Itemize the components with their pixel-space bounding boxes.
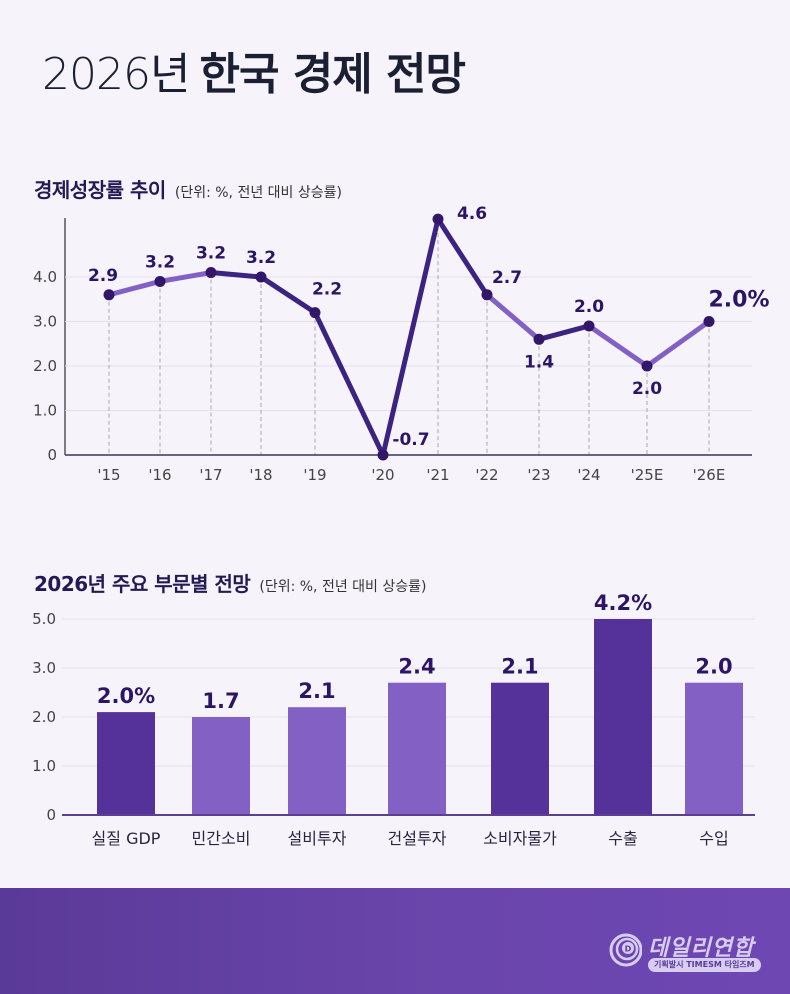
page-title-year: 2026년 [42, 49, 190, 100]
y-tick-label: 3.0 [32, 659, 56, 677]
x-tick-label: '17 [199, 466, 222, 484]
bar [97, 712, 155, 815]
point-label: 2.2 [312, 280, 342, 300]
line-segment [536, 323, 592, 342]
point-label: 2.0 [574, 297, 604, 317]
line-segment [586, 323, 650, 369]
bar [388, 682, 446, 815]
x-tick-label: '21 [426, 466, 449, 484]
bar [491, 682, 549, 815]
growth-chart-title: 경제성장률 추이 [34, 178, 166, 202]
y-tick-label: 1.0 [33, 402, 57, 420]
data-point [103, 289, 115, 301]
x-tick-label: '20 [371, 466, 394, 484]
y-tick-label: 2.0 [33, 357, 57, 375]
y-tick-label: 3.0 [33, 313, 57, 331]
data-point [432, 213, 444, 225]
x-tick-label: '24 [577, 466, 600, 484]
line-segment [435, 216, 490, 298]
category-label: 수출 [608, 829, 637, 848]
line-segment [258, 274, 318, 316]
y-tick-label: 0 [47, 446, 57, 464]
publisher-logo-icon: D [609, 933, 642, 967]
point-label: 2.9 [88, 266, 118, 286]
bar-value-label: 2.4 [398, 655, 435, 679]
x-tick-label: '16 [148, 466, 171, 484]
point-label: -0.7 [392, 430, 429, 450]
publisher-name: 데일리연합 [648, 936, 755, 961]
bar [594, 619, 652, 815]
bar [192, 717, 250, 815]
category-label: 민간소비 [192, 829, 251, 848]
bar-value-label: 2.0 [695, 655, 732, 679]
y-tick-label: 1.0 [32, 757, 56, 775]
sector-chart-unit: (단위: %, 전년 대비 상승률) [259, 579, 427, 595]
data-point [377, 449, 389, 461]
x-tick-label: '23 [527, 466, 550, 484]
bar-value-label: 1.7 [202, 689, 239, 713]
growth-chart-unit: (단위: %, 전년 대비 상승률) [174, 185, 342, 201]
data-point [583, 320, 595, 332]
growth-line-chart: 0 1.0 2.0 3.0 4.0 '15 '16 '17 '18 '19 '20 '21 '22 '23… [33, 204, 769, 484]
point-label: 1.4 [524, 352, 554, 372]
point-label: 3.2 [196, 244, 226, 264]
bar-value-label: 2.0% [97, 684, 155, 708]
x-tick-label: '19 [303, 466, 326, 484]
point-label: 2.0% [708, 288, 769, 313]
category-label: 실질 GDP [92, 829, 161, 848]
category-label: 수입 [699, 829, 728, 848]
publisher-logo: D 데일리연합 기획발시 TIMESM 타임즈M [606, 930, 766, 974]
bar-value-label: 4.2% [594, 591, 652, 615]
point-label: 2.0 [632, 379, 662, 399]
bar-value-label: 2.1 [501, 655, 538, 679]
y-tick-label: 2.0 [32, 708, 56, 726]
line-segment [208, 270, 264, 280]
line-segment [312, 310, 386, 458]
line-segment [484, 292, 542, 342]
point-label: 3.2 [246, 248, 276, 268]
x-tick-label: '18 [249, 466, 272, 484]
y-tick-label: 4.0 [33, 268, 57, 286]
sector-section-title: 2026년 주요 부문별 전망 (단위: %, 전년 대비 상승률) [34, 568, 426, 597]
point-label: 2.7 [492, 268, 522, 288]
publisher-subtitle: 기획발시 TIMESM 타임즈M [648, 958, 761, 972]
category-label: 소비자물가 [483, 829, 557, 848]
line-segment [380, 216, 441, 458]
sector-bar-chart: 0 1.0 2.0 3.0 5.0 2.0% 실질 GDP 1.7 민간소비 2.1 설비투자 2.4… [32, 591, 755, 848]
data-point [205, 267, 217, 279]
data-point [641, 360, 653, 372]
point-label: 3.2 [145, 252, 175, 272]
svg-text:D: D [625, 945, 632, 954]
line-segment [644, 319, 712, 369]
x-tick-label: '25E [631, 466, 664, 484]
y-tick-label: 5.0 [32, 610, 56, 628]
data-point [309, 307, 321, 319]
category-label: 건설투자 [388, 829, 447, 848]
page-title: 2026년 한국 경제 전망 [42, 38, 466, 102]
growth-section-title: 경제성장률 추이 (단위: %, 전년 대비 상승률) [34, 174, 342, 203]
sector-chart-title: 2026년 주요 부문별 전망 [34, 572, 251, 596]
data-point [154, 275, 166, 287]
data-point [255, 271, 267, 283]
x-tick-label: '22 [475, 466, 498, 484]
data-point [481, 289, 493, 301]
category-label: 설비투자 [288, 829, 347, 848]
bar [685, 682, 743, 815]
bar [288, 707, 346, 815]
page-title-main: 한국 경제 전망 [199, 49, 466, 100]
x-tick-label: '15 [97, 466, 120, 484]
line-segment [106, 278, 163, 298]
bar-value-label: 2.1 [298, 679, 335, 703]
data-point [533, 333, 545, 345]
point-label: 4.6 [457, 204, 487, 224]
footer-banner [0, 888, 790, 994]
y-tick-label: 0 [46, 806, 56, 824]
x-tick-label: '26E [693, 466, 726, 484]
line-segment [157, 270, 214, 284]
data-point [703, 316, 715, 327]
